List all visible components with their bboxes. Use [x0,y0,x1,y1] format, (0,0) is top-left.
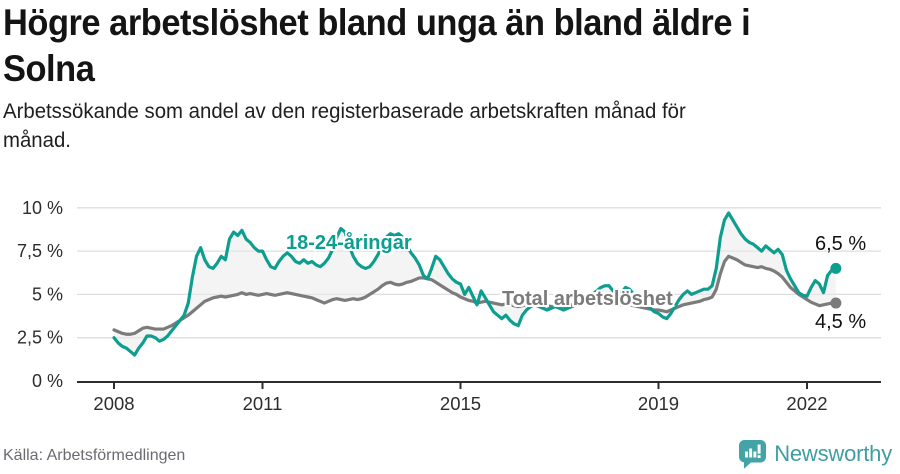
page-subtitle-line-1: Arbetssökande som andel av den registerb… [3,100,686,123]
between-series-area [114,212,836,356]
series-label-total: Total arbetslöshet [502,288,673,310]
page-title: Högre arbetslöshet bland unga än bland ä… [3,0,868,92]
end-value-total: 4,5 % [815,311,867,333]
newsworthy-wordmark: Newsworthy [774,441,892,466]
page-title-line-1: Högre arbetslöshet bland unga än bland ä… [3,2,751,43]
y-tick-label: 5 % [32,284,63,304]
x-tick-label: 2008 [93,393,134,414]
total-end-dot [830,297,842,309]
youth-line [112,211,838,357]
y-tick-label: 10 % [22,198,63,218]
newsworthy-logo[interactable]: Newsworthy [738,438,892,470]
y-tick-label: 2,5 % [17,328,63,348]
x-tick-label: 2019 [638,393,679,414]
y-tick-label: 0 % [32,371,63,391]
page-subtitle-line-2: månad. [3,129,71,152]
source-note: Källa: Arbetsförmedlingen [3,447,186,464]
end-value-youth: 6,5 % [815,233,867,255]
series-label-youth: 18-24-åringar [286,232,412,254]
youth-end-dot [830,262,842,274]
x-tick-label: 2022 [786,393,827,414]
page-title-line-2: Solna [3,48,95,89]
page-subtitle: Arbetssökande som andel av den registerb… [3,97,876,155]
newsworthy-bubble-chart-icon [738,439,767,469]
x-tick-label: 2011 [243,393,283,414]
x-tick-label: 2015 [440,393,481,414]
y-tick-label: 7,5 % [17,241,63,261]
